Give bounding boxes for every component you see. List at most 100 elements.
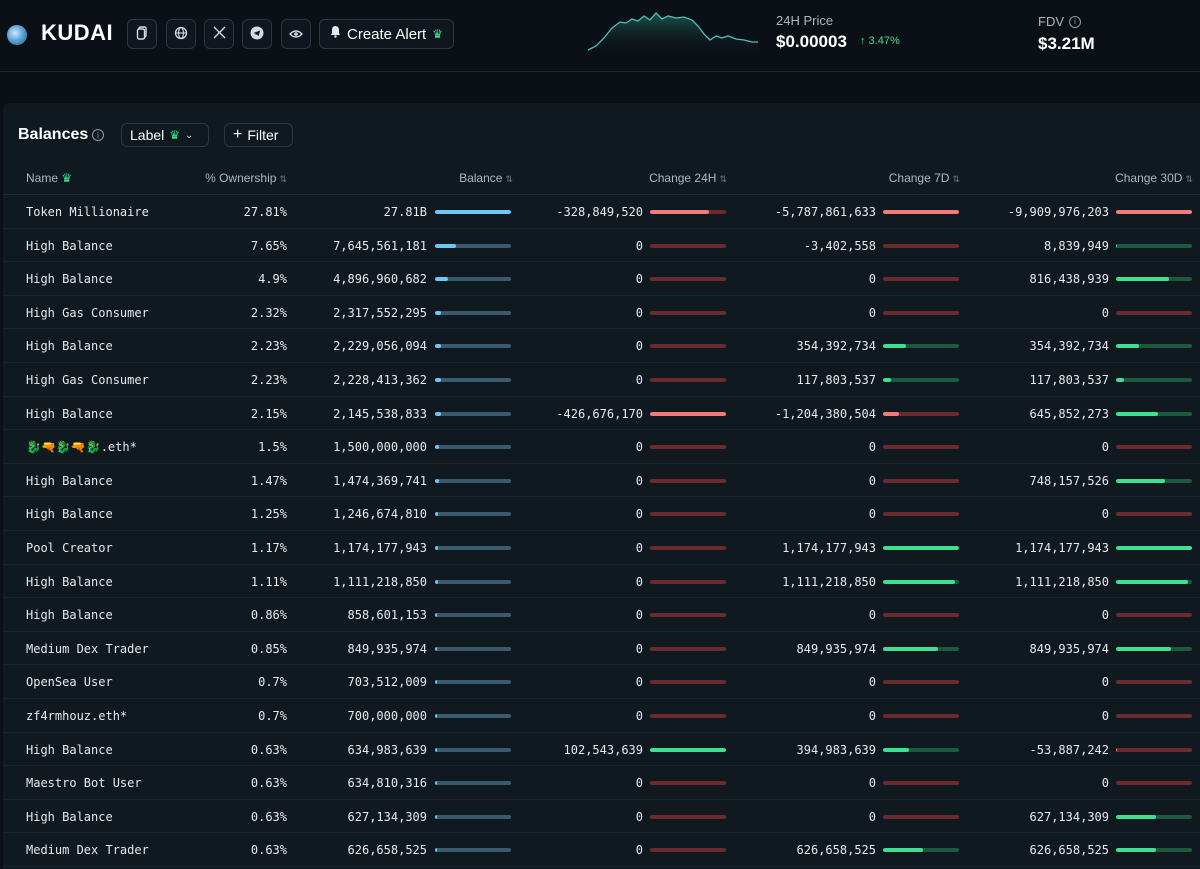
info-icon[interactable]: i bbox=[1069, 15, 1081, 28]
watch-button[interactable] bbox=[281, 19, 311, 49]
table-row[interactable]: High Balance 2.23% 2,229,056,094 0 354,392,7… bbox=[3, 329, 1200, 363]
price-sparkline bbox=[588, 12, 758, 56]
x-twitter-button[interactable] bbox=[204, 19, 234, 49]
holder-name[interactable]: Medium Dex Trader bbox=[26, 641, 149, 656]
info-icon[interactable]: i bbox=[92, 129, 104, 141]
change-24h-value: 0 bbox=[635, 574, 643, 589]
sort-icon: ⇅ bbox=[719, 174, 727, 184]
table-row[interactable]: High Balance 0.63% 634,983,639 102,543,639 3… bbox=[3, 733, 1200, 767]
change-24h-bar bbox=[650, 243, 726, 248]
filter-button[interactable]: + Filter bbox=[224, 123, 293, 147]
ownership-value: 1.47% bbox=[250, 473, 287, 488]
holder-name[interactable]: Pool Creator bbox=[26, 540, 113, 555]
table-row[interactable]: Medium Dex Trader 0.85% 849,935,974 0 849,93… bbox=[3, 632, 1200, 666]
change-30d-bar bbox=[1116, 377, 1192, 382]
col-ownership[interactable]: % Ownership ⇅ bbox=[205, 171, 287, 185]
holder-name[interactable]: Token Millionaire bbox=[26, 205, 149, 219]
table-row[interactable]: High Balance 1.25% 1,246,674,810 0 0 0 bbox=[3, 497, 1200, 531]
change-30d-bar bbox=[1116, 344, 1192, 349]
col-change-24h-label: Change 24H bbox=[649, 171, 717, 185]
holder-name[interactable]: 🐉🔫🐉🔫🐉.eth* bbox=[26, 440, 137, 455]
change-24h-value: -328,849,520 bbox=[556, 205, 643, 219]
table-row[interactable]: High Gas Consumer 2.23% 2,228,413,362 0 117,… bbox=[3, 363, 1200, 397]
table-row[interactable]: High Gas Consumer 2.32% 2,317,552,295 0 0 0 bbox=[3, 296, 1200, 330]
table-row[interactable]: Medium Dex Trader 0.63% 626,658,525 0 626,65… bbox=[3, 833, 1200, 867]
holder-name[interactable]: High Balance bbox=[26, 473, 113, 488]
holder-name[interactable]: High Gas Consumer bbox=[26, 305, 149, 320]
balance-bar-fill bbox=[435, 478, 439, 483]
balance-bar-fill bbox=[435, 713, 437, 718]
holder-name[interactable]: Medium Dex Trader bbox=[26, 843, 149, 858]
holder-name[interactable]: OpenSea User bbox=[26, 675, 113, 690]
change-7d-bar bbox=[883, 747, 959, 752]
table-row[interactable]: High Balance 1.11% 1,111,218,850 0 1,111,218… bbox=[3, 565, 1200, 599]
col-change-30d[interactable]: Change 30D ⇅ bbox=[1115, 171, 1193, 185]
sort-icon: ⇅ bbox=[1185, 174, 1193, 184]
change-30d-bar bbox=[1116, 210, 1192, 214]
telegram-button[interactable] bbox=[242, 19, 272, 49]
table-row[interactable]: High Balance 7.65% 7,645,561,181 0 -3,402,55… bbox=[3, 229, 1200, 263]
change-30d-value: 0 bbox=[1101, 776, 1109, 791]
price-value: $0.00003 bbox=[776, 32, 847, 51]
holder-name[interactable]: High Balance bbox=[26, 809, 113, 824]
table-row[interactable]: Token Millionaire 27.81% 27.81B -328,849,52… bbox=[3, 195, 1200, 229]
change-24h-value: 0 bbox=[635, 540, 643, 555]
change-7d-value: 1,174,177,943 bbox=[782, 540, 876, 555]
table-row[interactable]: High Balance 2.15% 2,145,538,833 -426,676,1… bbox=[3, 397, 1200, 431]
table-row[interactable]: High Balance 0.63% 627,134,309 0 0 627,134,30… bbox=[3, 800, 1200, 834]
holder-name[interactable]: High Balance bbox=[26, 507, 113, 522]
balance-bar-fill bbox=[435, 210, 511, 214]
change-30d-value: 816,438,939 bbox=[1029, 272, 1109, 287]
table-row[interactable]: OpenSea User 0.7% 703,512,009 0 0 0 bbox=[3, 665, 1200, 699]
change-7d-bar-fill bbox=[883, 210, 959, 214]
table-row[interactable]: High Balance 1.47% 1,474,369,741 0 0 748,157,… bbox=[3, 464, 1200, 498]
telegram-icon bbox=[250, 26, 264, 43]
holder-name[interactable]: High Balance bbox=[26, 742, 113, 757]
holder-name[interactable]: High Gas Consumer bbox=[26, 372, 149, 387]
ownership-value: 1.17% bbox=[250, 540, 287, 555]
holder-name[interactable]: High Balance bbox=[26, 272, 113, 287]
table-row[interactable]: Pool Creator 1.17% 1,174,177,943 0 1,174,177… bbox=[3, 531, 1200, 565]
col-name[interactable]: Name ♛ bbox=[26, 171, 72, 185]
table-row[interactable]: Maestro Bot User 0.63% 634,810,316 0 0 0 bbox=[3, 766, 1200, 800]
col-change-24h[interactable]: Change 24H ⇅ bbox=[649, 171, 727, 185]
balance-bar-fill bbox=[435, 747, 437, 752]
change-30d-bar-fill bbox=[1116, 377, 1124, 382]
holder-name[interactable]: High Balance bbox=[26, 608, 113, 623]
holder-name[interactable]: High Balance bbox=[26, 574, 113, 589]
change-7d-value: 0 bbox=[868, 473, 876, 488]
holder-name[interactable]: High Balance bbox=[26, 406, 113, 421]
table-row[interactable]: High Balance 4.9% 4,896,960,682 0 0 816,438,9… bbox=[3, 262, 1200, 296]
balance-bar bbox=[435, 277, 511, 282]
change-30d-value: 748,157,526 bbox=[1029, 473, 1109, 488]
price-label: 24H Price bbox=[776, 13, 834, 28]
balance-value: 2,145,538,833 bbox=[333, 406, 427, 421]
table-row[interactable]: High Balance 0.86% 858,601,153 0 0 0 bbox=[3, 598, 1200, 632]
balance-value: 626,658,525 bbox=[347, 843, 427, 858]
change-30d-bar bbox=[1116, 781, 1192, 786]
website-button[interactable] bbox=[166, 19, 196, 49]
change-24h-bar bbox=[650, 848, 726, 853]
holder-name[interactable]: Maestro Bot User bbox=[26, 776, 142, 791]
col-balance[interactable]: Balance ⇅ bbox=[459, 171, 513, 185]
change-30d-bar bbox=[1116, 512, 1192, 517]
ownership-value: 1.5% bbox=[258, 440, 287, 455]
table-row[interactable]: zf4rmhouz.eth* 0.7% 700,000,000 0 0 0 bbox=[3, 699, 1200, 733]
change-30d-value: 0 bbox=[1101, 440, 1109, 455]
holder-name[interactable]: High Balance bbox=[26, 339, 113, 354]
change-30d-bar-fill bbox=[1116, 411, 1158, 416]
change-30d-bar bbox=[1116, 747, 1192, 752]
ownership-value: 0.63% bbox=[250, 809, 287, 824]
change-24h-bar bbox=[650, 781, 726, 786]
col-change-7d[interactable]: Change 7D ⇅ bbox=[889, 171, 960, 185]
change-7d-value: 117,803,537 bbox=[796, 372, 876, 387]
change-7d-bar-fill bbox=[883, 411, 899, 416]
label-dropdown[interactable]: Label ♛ ⌄ bbox=[121, 123, 209, 147]
change-30d-bar bbox=[1116, 411, 1192, 416]
holder-name[interactable]: High Balance bbox=[26, 238, 113, 253]
holder-name[interactable]: zf4rmhouz.eth* bbox=[26, 708, 128, 723]
balance-bar-fill bbox=[435, 243, 456, 248]
create-alert-button[interactable]: Create Alert ♛ bbox=[319, 19, 454, 49]
copy-button[interactable] bbox=[127, 19, 157, 49]
table-row[interactable]: 🐉🔫🐉🔫🐉.eth* 1.5% 1,500,000,000 0 0 0 bbox=[3, 430, 1200, 464]
